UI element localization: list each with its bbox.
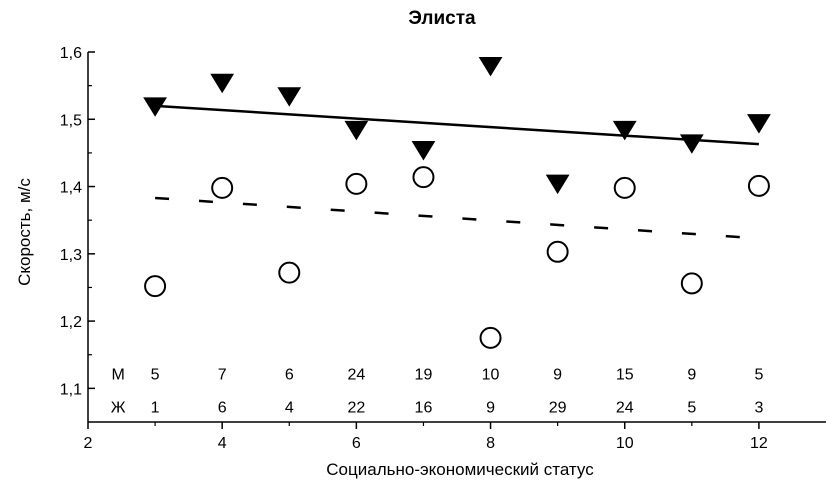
circle-point bbox=[278, 261, 301, 284]
circle-point bbox=[211, 176, 234, 199]
count-value: 7 bbox=[218, 367, 227, 384]
count-value: 6 bbox=[218, 400, 227, 417]
triangle-point bbox=[344, 120, 369, 141]
count-value: 10 bbox=[482, 367, 500, 384]
x-tick-label: 6 bbox=[352, 435, 361, 452]
y-tick-label: 1,2 bbox=[60, 314, 82, 331]
count-value: 9 bbox=[486, 400, 495, 417]
trendline-dashed bbox=[155, 196, 759, 240]
count-value: 24 bbox=[616, 400, 634, 417]
circle-point bbox=[613, 176, 636, 199]
count-value: 4 bbox=[285, 400, 294, 417]
count-value: 5 bbox=[754, 367, 763, 384]
y-tick-label: 1,4 bbox=[60, 180, 82, 197]
x-tick-label: 12 bbox=[750, 435, 768, 452]
circle-point bbox=[412, 166, 435, 189]
circle-point bbox=[747, 174, 770, 197]
x-ticks: 2 4 6 8 10 12 bbox=[84, 422, 768, 452]
circle-point bbox=[546, 240, 569, 263]
count-value: 5 bbox=[687, 400, 696, 417]
triangle-point bbox=[478, 56, 503, 77]
count-value: 9 bbox=[687, 367, 696, 384]
count-value: 24 bbox=[347, 367, 365, 384]
count-rows: М 5 7 6 24 19 10 9 15 9 5Ж 1 6 4 22 16 9 29 24 5 3 bbox=[111, 367, 764, 417]
circle-point bbox=[479, 326, 502, 349]
triangle-point bbox=[679, 134, 704, 154]
triangle-point bbox=[411, 141, 436, 161]
count-value: 3 bbox=[754, 400, 763, 417]
count-value: 6 bbox=[285, 367, 294, 384]
y-tick-label: 1,6 bbox=[60, 45, 82, 62]
count-row-label: М bbox=[112, 367, 125, 384]
triangle-point bbox=[612, 120, 637, 141]
y-tick-label: 1,5 bbox=[60, 112, 82, 129]
count-value: 15 bbox=[616, 367, 634, 384]
chart-title: Элиста bbox=[408, 8, 476, 29]
count-value: 9 bbox=[553, 367, 562, 384]
series bbox=[143, 56, 771, 349]
y-ticks: 1,1 1,2 1,3 1,4 1,5 1,6 bbox=[60, 45, 95, 398]
circle-point bbox=[680, 272, 703, 295]
count-row-label: Ж bbox=[111, 400, 126, 417]
x-tick-label: 4 bbox=[218, 435, 227, 452]
triangle-point bbox=[747, 114, 771, 134]
x-tick-label: 2 bbox=[84, 435, 93, 452]
triangle-point bbox=[277, 87, 302, 107]
trendlines bbox=[155, 104, 759, 240]
triangle-point bbox=[545, 174, 570, 195]
count-value: 19 bbox=[415, 367, 433, 384]
count-value: 5 bbox=[151, 367, 160, 384]
x-tick-label: 10 bbox=[616, 435, 634, 452]
count-value: 16 bbox=[415, 400, 433, 417]
count-value: 22 bbox=[347, 400, 365, 417]
circle-point bbox=[345, 172, 368, 195]
y-tick-label: 1,1 bbox=[60, 381, 82, 398]
x-axis-label: Социально-экономический статус bbox=[326, 460, 594, 479]
triangle-point bbox=[143, 97, 167, 117]
triangle-point bbox=[210, 73, 235, 94]
circle-point bbox=[144, 275, 167, 298]
count-value: 29 bbox=[549, 400, 567, 417]
trendline-solid bbox=[155, 104, 759, 146]
y-axis-label: Скорость, м/с bbox=[15, 178, 34, 286]
count-value: 1 bbox=[151, 400, 160, 417]
y-tick-label: 1,3 bbox=[60, 247, 82, 264]
x-tick-label: 8 bbox=[486, 435, 495, 452]
